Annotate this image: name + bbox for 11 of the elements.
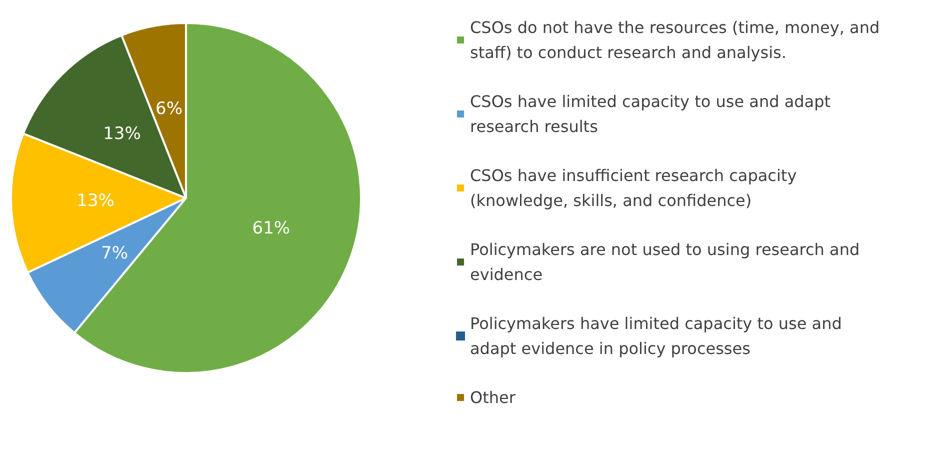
data-label: 61% [252, 218, 290, 239]
legend-label: CSOs have insufficient research capacity (knowledge, skills, and confidence) [470, 166, 802, 210]
data-label: 13% [103, 124, 141, 144]
legend-label: Policymakers are not used to using research and evidence [470, 240, 865, 284]
legend-label: CSOs have limited capacity to use and adapt research results [470, 92, 836, 136]
data-label: 6% [156, 99, 183, 120]
legend-label: Policymakers have limited capacity to use and adapt evidence in policy processes [470, 314, 847, 358]
data-label: 7% [101, 243, 128, 264]
legend-label: CSOs do not have the resources (time, money, and staff) to conduct research and analysis. [470, 18, 885, 62]
legend-label: Other [470, 388, 516, 407]
data-label: 13% [76, 190, 114, 211]
